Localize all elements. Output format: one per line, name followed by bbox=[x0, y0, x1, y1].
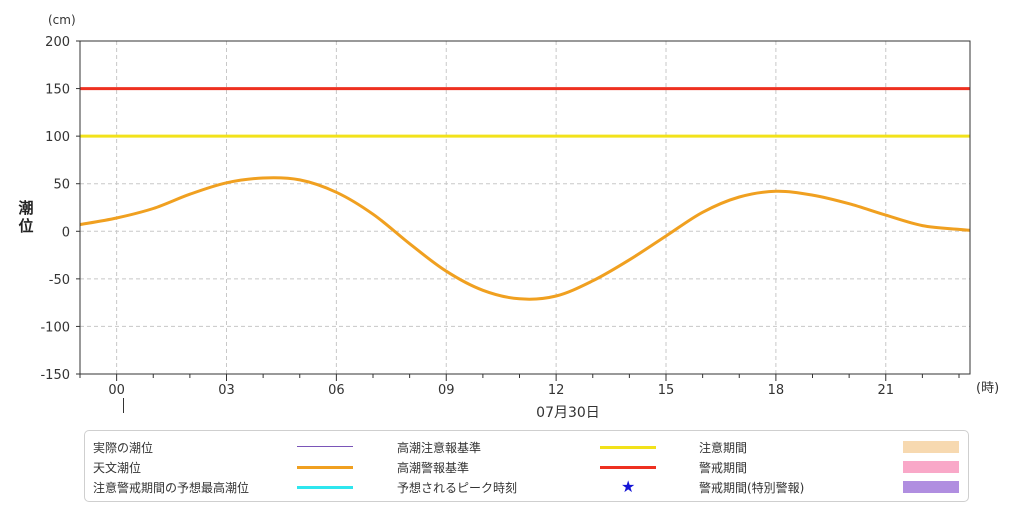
legend-label: 注意警戒期間の予想最高潮位 bbox=[93, 480, 250, 495]
grid-lines bbox=[80, 41, 970, 374]
x-tick-label: 21 bbox=[877, 383, 894, 398]
legend-label: 高潮注意報基準 bbox=[397, 440, 482, 455]
legend-label: 注意期間 bbox=[699, 440, 748, 455]
series-line-tide bbox=[79, 176, 971, 301]
legend-label: 実際の潮位 bbox=[93, 440, 154, 455]
x-tick-label: 12 bbox=[548, 383, 565, 398]
legend-swatch-line bbox=[600, 466, 656, 469]
legend-swatch-box bbox=[903, 461, 959, 473]
y-tick-label: -100 bbox=[40, 320, 70, 335]
legend-swatch-line bbox=[297, 466, 353, 469]
y-tick-label: 100 bbox=[45, 130, 70, 145]
x-tick-labels: 00 03 06 09 12 15 18 21 bbox=[79, 374, 960, 398]
x-tick-label: 09 bbox=[438, 383, 455, 398]
legend-swatch-line bbox=[297, 446, 353, 447]
date-label: 07月30日 bbox=[536, 405, 600, 421]
plot-area-border bbox=[79, 40, 971, 375]
legend-label: 警戒期間 bbox=[699, 460, 748, 475]
star-icon: ★ bbox=[621, 477, 636, 496]
x-tick-label: 06 bbox=[328, 383, 345, 398]
tide-chart: (cm) 潮位 200 150 100 50 0 -50 -100 -150 00 03 06 09… bbox=[18, 13, 999, 421]
x-tick-label: 18 bbox=[768, 383, 785, 398]
legend-item: 注意期間 bbox=[699, 437, 747, 457]
x-tick-label: 00 bbox=[108, 383, 125, 398]
legend-label: 予想されるピーク時刻 bbox=[397, 480, 518, 495]
legend-label: 高潮警報基準 bbox=[397, 460, 470, 475]
y-tick-label: -150 bbox=[40, 368, 70, 383]
y-unit-label: (cm) bbox=[48, 13, 76, 27]
y-tick-label: 50 bbox=[53, 178, 70, 193]
legend-swatch-line bbox=[297, 486, 353, 489]
y-axis-title: 潮位 bbox=[18, 199, 33, 235]
y-tick-labels: 200 150 100 50 0 -50 -100 -150 bbox=[40, 35, 80, 383]
y-tick-label: 0 bbox=[62, 225, 70, 240]
legend-item: 予想されるピーク時刻 bbox=[397, 477, 517, 497]
legend-item: 高潮注意報基準 bbox=[397, 437, 481, 457]
legend-item: 実際の潮位 bbox=[93, 437, 153, 457]
y-tick-label: -50 bbox=[49, 273, 70, 288]
x-unit-label: (時) bbox=[976, 381, 999, 396]
legend-item: 注意警戒期間の予想最高潮位 bbox=[93, 477, 249, 497]
legend-label: 天文潮位 bbox=[93, 460, 142, 475]
y-tick-label: 200 bbox=[45, 35, 70, 50]
legend-label: 警戒期間(特別警報) bbox=[699, 480, 805, 495]
series-group bbox=[79, 176, 971, 301]
y-tick-label: 150 bbox=[45, 83, 70, 98]
legend-item: 天文潮位 bbox=[93, 457, 141, 477]
legend-swatch-line bbox=[600, 446, 656, 449]
x-tick-label: 15 bbox=[658, 383, 675, 398]
legend-item: 高潮警報基準 bbox=[397, 457, 469, 477]
legend-item: 警戒期間 bbox=[699, 457, 747, 477]
reference-lines bbox=[80, 87, 970, 138]
legend-swatch-box bbox=[903, 441, 959, 453]
legend-item: 警戒期間(特別警報) bbox=[699, 477, 804, 497]
legend: 実際の潮位天文潮位注意警戒期間の予想最高潮位 高潮注意報基準 高潮警報基準予想される… bbox=[84, 430, 969, 502]
legend-swatch-box bbox=[903, 481, 959, 493]
x-tick-label: 03 bbox=[218, 383, 235, 398]
